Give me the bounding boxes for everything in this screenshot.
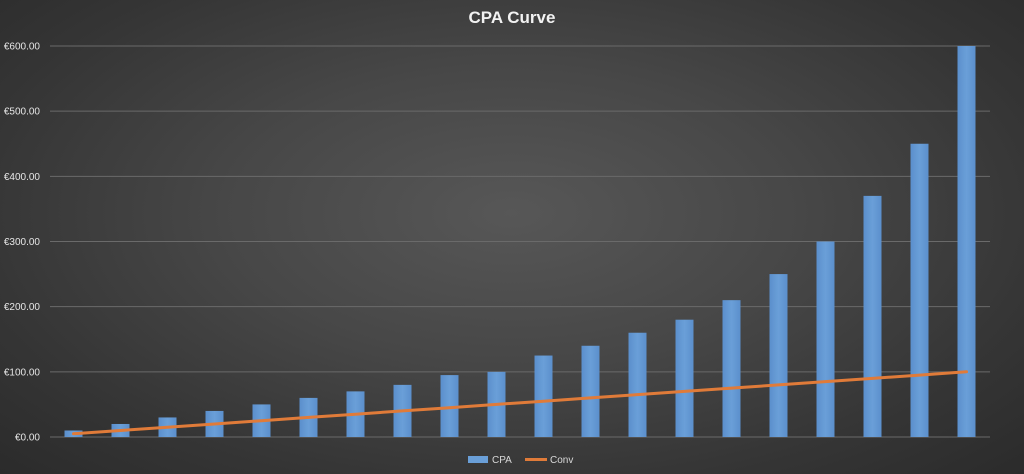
y-tick-label: €200.00 [4, 302, 41, 313]
legend-label-cpa: CPA [492, 455, 512, 466]
legend: CPA Conv [468, 455, 573, 466]
cpa-bar [816, 241, 835, 437]
cpa-bar [534, 355, 553, 437]
cpa-bar [440, 375, 459, 437]
y-tick-label: €0.00 [15, 433, 40, 444]
conv-line [72, 370, 968, 436]
y-axis-tick-labels: €0.00 €100.00 €200.00 €300.00 €400.00 €500.00… [4, 42, 41, 444]
cpa-bar [675, 319, 694, 437]
legend-label-conv: Conv [550, 455, 573, 466]
cpa-bar [769, 274, 788, 437]
cpa-bar [628, 332, 647, 437]
y-tick-label: €400.00 [4, 172, 41, 183]
cpa-bar [581, 345, 600, 437]
y-tick-label: €500.00 [4, 107, 41, 118]
cpa-bar [722, 300, 741, 437]
y-tick-label: €600.00 [4, 42, 41, 53]
legend-swatch-cpa [468, 456, 488, 463]
cpa-bar [863, 195, 882, 437]
cpa-bar [957, 46, 976, 437]
y-tick-label: €300.00 [4, 237, 41, 248]
cpa-bar [910, 143, 929, 437]
conv-line-layer [72, 370, 968, 436]
gridlines [50, 45, 990, 438]
chart-title: CPA Curve [469, 8, 556, 27]
y-tick-label: €100.00 [4, 367, 41, 378]
